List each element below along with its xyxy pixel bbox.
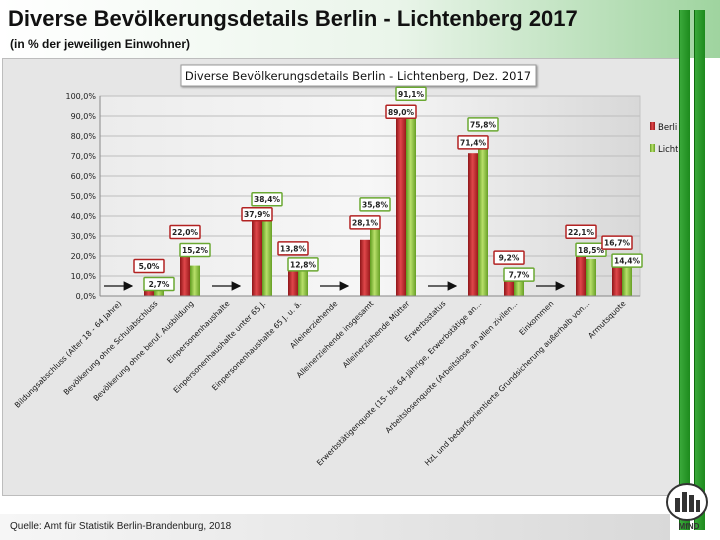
bar-berlin bbox=[468, 153, 478, 296]
y-tick-label: 70,0% bbox=[71, 152, 97, 161]
data-label-box-berlin bbox=[241, 206, 273, 222]
y-axis: 0,0% 10,0% 20,0% 30,0% 40,0% 50,0% 60,0% 70,0% 8… bbox=[65, 92, 101, 301]
data-label-lichtenberg: 14,4% bbox=[614, 257, 641, 266]
bar-lichtenberg bbox=[514, 280, 524, 296]
x-tick-label: Armutsquote bbox=[586, 299, 627, 340]
data-label-berlin: 9,2% bbox=[499, 254, 520, 263]
legend-swatch-lichtenberg bbox=[650, 144, 655, 152]
bar-lichtenberg bbox=[154, 290, 164, 296]
bar-lichtenberg bbox=[478, 144, 488, 296]
data-label-lichtenberg: 18,5% bbox=[578, 246, 605, 255]
data-label-box-lichtenberg bbox=[395, 86, 427, 102]
y-tick-label: 40,0% bbox=[71, 212, 97, 221]
bar-berlin bbox=[252, 220, 262, 296]
data-label-box-berlin bbox=[385, 104, 417, 120]
y-tick-label: 30,0% bbox=[71, 232, 97, 241]
x-tick-label: Arbeitslosenquote (Arbeitslose an allen … bbox=[384, 299, 520, 435]
bar-berlin bbox=[180, 252, 190, 296]
bar-lichtenberg bbox=[298, 270, 308, 296]
data-label-box-berlin bbox=[601, 235, 633, 250]
data-label-berlin: 89,0% bbox=[388, 108, 415, 117]
x-axis: Bildungsabschluss (Alter 18 - 64 Jahre)B… bbox=[13, 295, 640, 468]
data-label-box-lichtenberg bbox=[179, 242, 211, 258]
bar-berlin bbox=[504, 277, 514, 296]
bar-berlin bbox=[576, 251, 586, 296]
data-label-berlin: 13,8% bbox=[280, 244, 307, 253]
y-tick-label: 80,0% bbox=[71, 132, 97, 141]
data-label-box-lichtenberg bbox=[467, 117, 499, 132]
legend-label-berlin: Berlin bbox=[658, 123, 678, 133]
bar-lichtenberg bbox=[586, 259, 596, 296]
data-label-berlin: 28,1% bbox=[352, 218, 379, 227]
bar-berlin bbox=[612, 262, 622, 296]
data-labels: 5,0% 2,7% 22,0% 15,2% 38,4% 37,9% 13,8% 12,8% 35… bbox=[133, 86, 643, 292]
page-subtitle: (in % der jeweiligen Einwohner) bbox=[10, 37, 191, 51]
data-label-box-berlin bbox=[493, 250, 525, 265]
x-tick-label: Erwerbstätigenquote (15- bis 64-Jährige,… bbox=[315, 299, 483, 467]
legend: Berlin Lichtenberg bbox=[650, 122, 678, 155]
bars bbox=[144, 113, 632, 296]
footer-band bbox=[0, 514, 670, 540]
y-tick-label: 60,0% bbox=[71, 172, 97, 181]
bar-berlin bbox=[360, 239, 370, 296]
bar-lichtenberg bbox=[262, 219, 272, 296]
y-tick-label: 100,0% bbox=[65, 92, 96, 101]
y-tick-label: 20,0% bbox=[71, 252, 97, 261]
data-label-box-berlin bbox=[277, 241, 309, 256]
data-label-berlin: 22,1% bbox=[568, 228, 595, 237]
legend-swatch-berlin bbox=[650, 122, 655, 130]
y-tick-label: 90,0% bbox=[71, 112, 97, 121]
x-tick-label: Alleinerziehende Mütter bbox=[341, 298, 412, 369]
data-label-box-berlin bbox=[565, 224, 597, 240]
chart-title-box bbox=[180, 64, 537, 87]
data-label-box-berlin bbox=[349, 215, 381, 230]
y-tick-label: 50,0% bbox=[71, 192, 97, 201]
data-label-lichtenberg: 2,7% bbox=[149, 280, 170, 289]
chart-title: Diverse Bevölkerungsdetails Berlin - Lic… bbox=[185, 69, 531, 83]
bar-lichtenberg bbox=[370, 224, 380, 296]
data-label-lichtenberg: 38,4% bbox=[254, 195, 281, 204]
data-label-lichtenberg: 91,1% bbox=[398, 90, 425, 99]
data-label-box-lichtenberg bbox=[143, 276, 175, 292]
bar-berlin bbox=[288, 268, 298, 296]
bar-lichtenberg bbox=[190, 265, 200, 296]
bar-lichtenberg bbox=[406, 113, 416, 296]
page-title: Diverse Bevölkerungsdetails Berlin - Lic… bbox=[8, 6, 578, 31]
logo-icon bbox=[666, 483, 708, 521]
y-tick-label: 0,0% bbox=[76, 292, 97, 301]
data-label-box-berlin bbox=[457, 135, 489, 150]
data-label-berlin: 22,0% bbox=[172, 228, 199, 237]
data-label-box-lichtenberg bbox=[503, 267, 535, 282]
data-label-lichtenberg: 15,2% bbox=[182, 246, 209, 255]
data-label-berlin: 37,9% bbox=[244, 210, 271, 219]
legend-label-lichtenberg: Lichtenberg bbox=[658, 145, 678, 155]
data-label-lichtenberg: 12,8% bbox=[290, 260, 317, 269]
bar-lichtenberg bbox=[622, 267, 632, 296]
data-label-box-berlin bbox=[169, 224, 201, 240]
data-label-box-lichtenberg bbox=[611, 253, 643, 268]
data-label-lichtenberg: 35,8% bbox=[362, 200, 389, 209]
decorative-bar-2 bbox=[694, 10, 705, 530]
data-label-lichtenberg: 7,7% bbox=[509, 271, 530, 280]
header-band bbox=[0, 0, 720, 58]
data-label-box-berlin bbox=[133, 258, 165, 274]
bar-berlin bbox=[396, 118, 406, 296]
data-label-box-lichtenberg bbox=[251, 191, 283, 207]
data-label-berlin: 71,4% bbox=[460, 138, 487, 147]
logo-text: MfND bbox=[678, 522, 700, 531]
data-label-berlin: 5,0% bbox=[139, 262, 160, 271]
x-tick-label: Einpersonenhaushalte bbox=[165, 299, 231, 365]
source-note: Quelle: Amt für Statistik Berlin-Branden… bbox=[10, 521, 232, 532]
decorative-bar-1 bbox=[679, 10, 690, 530]
y-tick-label: 10,0% bbox=[71, 272, 97, 281]
bar-chart: Diverse Bevölkerungsdetails Berlin - Lic… bbox=[13, 64, 678, 468]
data-label-lichtenberg: 75,8% bbox=[470, 120, 497, 129]
data-label-box-lichtenberg bbox=[359, 197, 391, 212]
x-tick-label: Einkommen bbox=[517, 299, 555, 337]
data-label-box-lichtenberg bbox=[287, 257, 319, 272]
x-tick-label: HzL und bedarfsorientierte Grundsicherun… bbox=[423, 299, 592, 468]
data-label-berlin: 16,7% bbox=[604, 239, 631, 248]
